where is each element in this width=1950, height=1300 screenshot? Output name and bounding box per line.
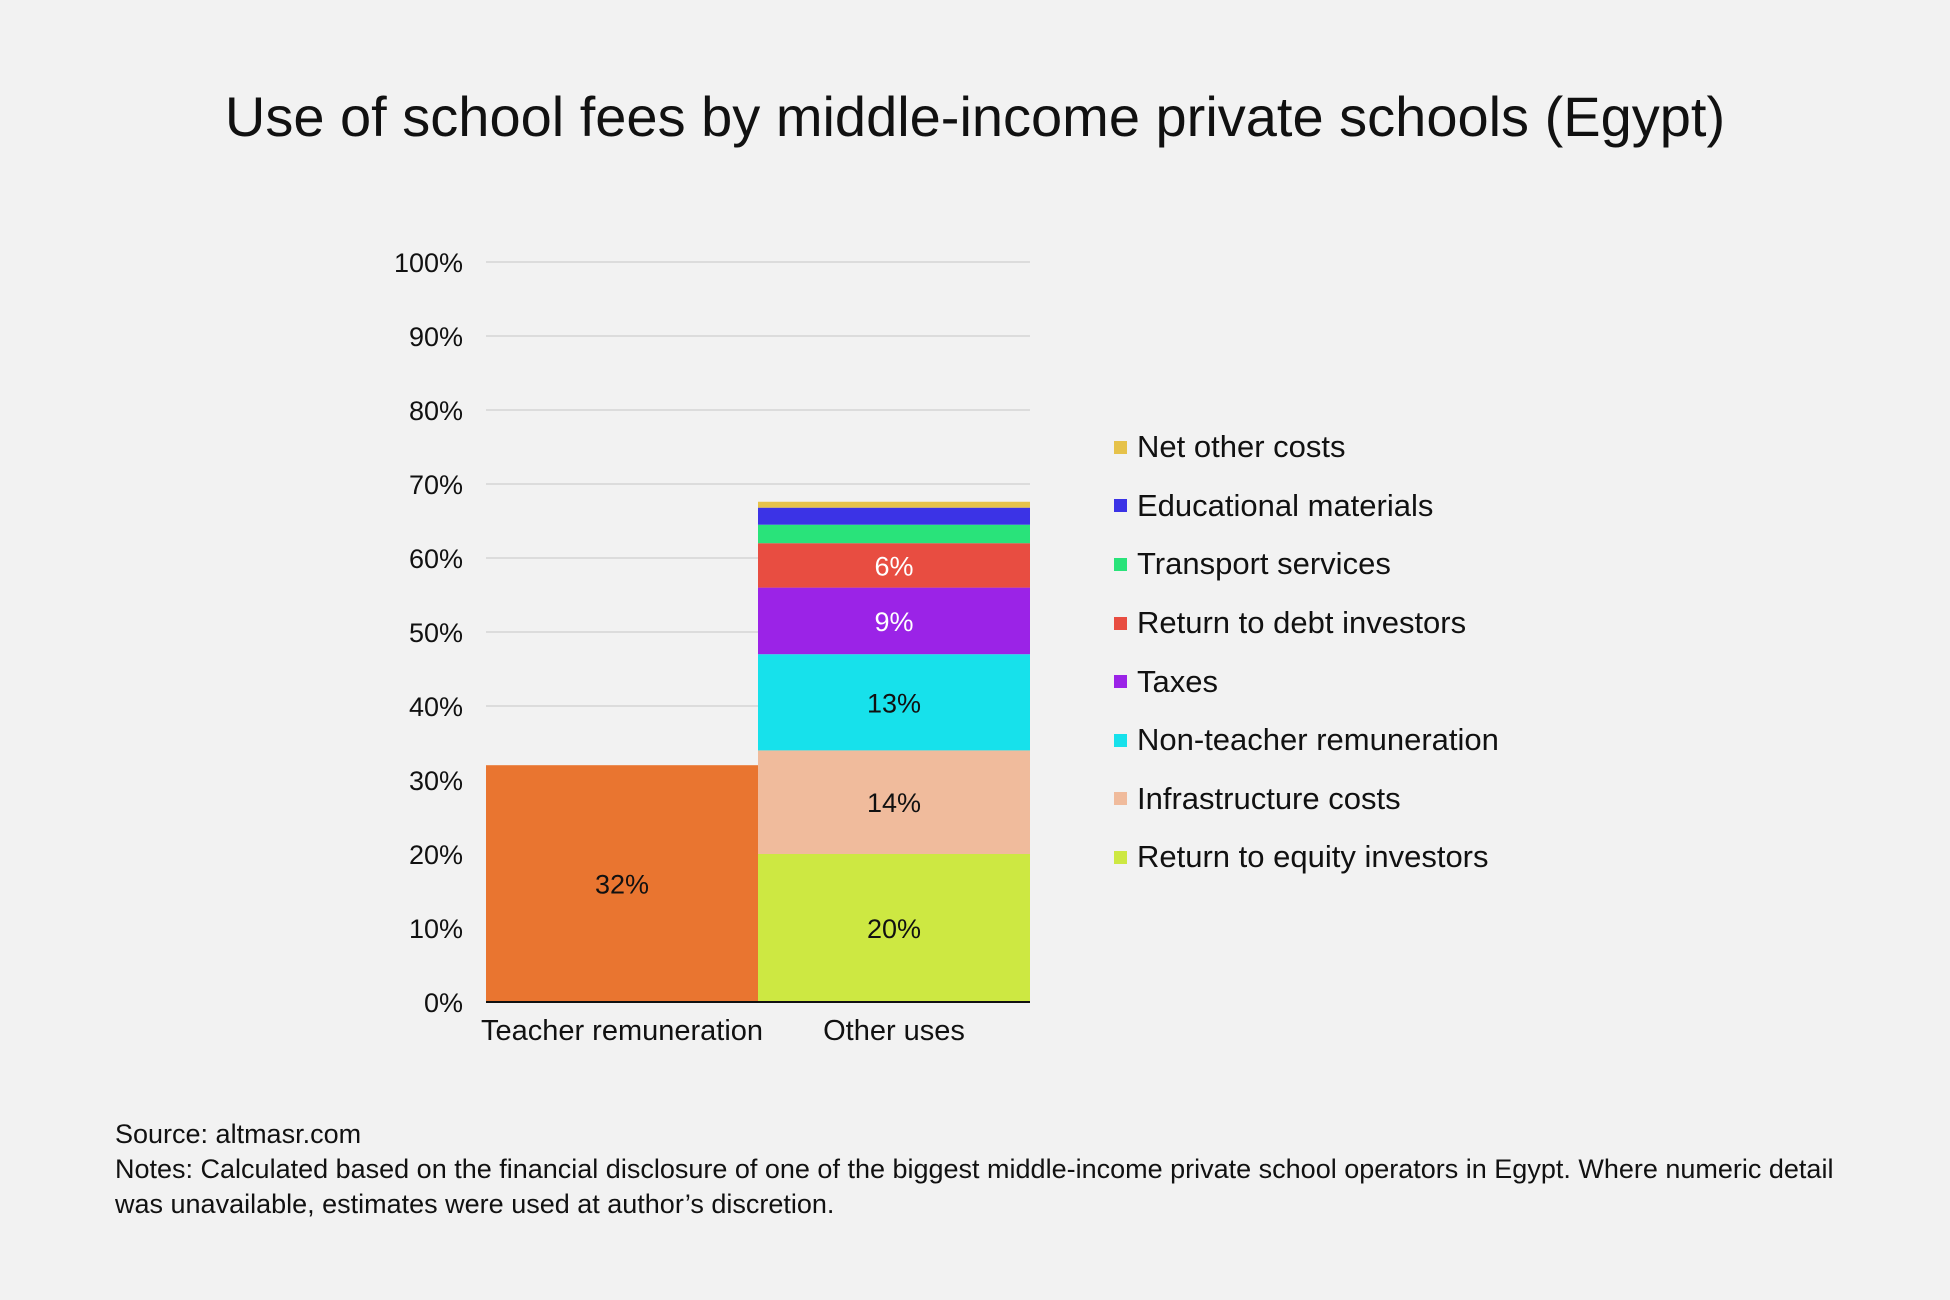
y-tick-label: 80% xyxy=(409,396,463,426)
y-tick-label: 0% xyxy=(424,988,463,1018)
legend-label: Return to debt investors xyxy=(1137,605,1467,641)
bar-segment xyxy=(758,654,1030,751)
data-label: 20% xyxy=(867,914,921,944)
data-label: 13% xyxy=(867,688,921,718)
chart-title: Use of school fees by middle-income priv… xyxy=(224,85,1726,148)
legend-item: Infrastructure costs xyxy=(1114,770,1499,829)
legend-item: Return to debt investors xyxy=(1114,594,1499,653)
y-tick-label: 20% xyxy=(409,840,463,870)
legend-swatch xyxy=(1114,499,1127,513)
bar-segment xyxy=(758,750,1030,854)
y-tick-label: 90% xyxy=(409,322,463,352)
data-label: 14% xyxy=(867,788,921,818)
legend-label: Infrastructure costs xyxy=(1137,780,1401,816)
legend-item: Non-teacher remuneration xyxy=(1114,711,1499,770)
y-tick-label: 10% xyxy=(409,914,463,944)
y-tick-label: 60% xyxy=(409,544,463,574)
legend-swatch xyxy=(1114,616,1127,630)
legend-item: Educational materials xyxy=(1114,477,1499,536)
legend-label: Non-teacher remuneration xyxy=(1137,722,1499,758)
y-tick-label: 30% xyxy=(409,766,463,796)
legend-label: Taxes xyxy=(1137,663,1218,699)
bar-segment xyxy=(486,765,758,1002)
data-label: 6% xyxy=(874,551,913,581)
data-label: 32% xyxy=(595,870,649,900)
legend-label: Net other costs xyxy=(1137,429,1346,465)
bar-segment xyxy=(758,587,1030,655)
chart-legend: Net other costs Educational materials Tran… xyxy=(1114,418,1499,887)
chart-footer: Source: altmasr.com Notes: Calculated ba… xyxy=(115,1117,1875,1222)
y-tick-label: 50% xyxy=(409,618,463,648)
y-tick-label: 100% xyxy=(394,248,463,278)
legend-swatch xyxy=(1114,675,1127,689)
legend-swatch xyxy=(1114,557,1127,571)
legend-swatch xyxy=(1114,440,1127,454)
legend-label: Return to equity investors xyxy=(1137,839,1489,875)
data-label: 9% xyxy=(874,607,913,637)
x-tick-label: Teacher remuneration xyxy=(481,1015,763,1047)
source-note: Source: altmasr.com xyxy=(115,1119,362,1149)
bar-segment xyxy=(758,507,1030,525)
y-tick-label: 40% xyxy=(409,692,463,722)
legend-item: Return to equity investors xyxy=(1114,828,1499,887)
x-tick-label: Other uses xyxy=(823,1015,965,1047)
legend-swatch xyxy=(1114,733,1127,747)
bar-segment xyxy=(758,524,1030,544)
legend-label: Educational materials xyxy=(1137,487,1434,523)
legend-item: Taxes xyxy=(1114,652,1499,711)
notes-text: Notes: Calculated based on the financial… xyxy=(115,1154,1834,1219)
legend-label: Transport services xyxy=(1137,546,1391,582)
legend-swatch xyxy=(1114,792,1127,806)
y-tick-label: 70% xyxy=(409,470,463,500)
legend-item: Transport services xyxy=(1114,535,1499,594)
bar-segment xyxy=(758,854,1030,1002)
legend-swatch xyxy=(1114,850,1127,864)
bar-segment xyxy=(758,501,1030,508)
legend-item: Net other costs xyxy=(1114,418,1499,477)
bar-segment xyxy=(758,543,1030,588)
